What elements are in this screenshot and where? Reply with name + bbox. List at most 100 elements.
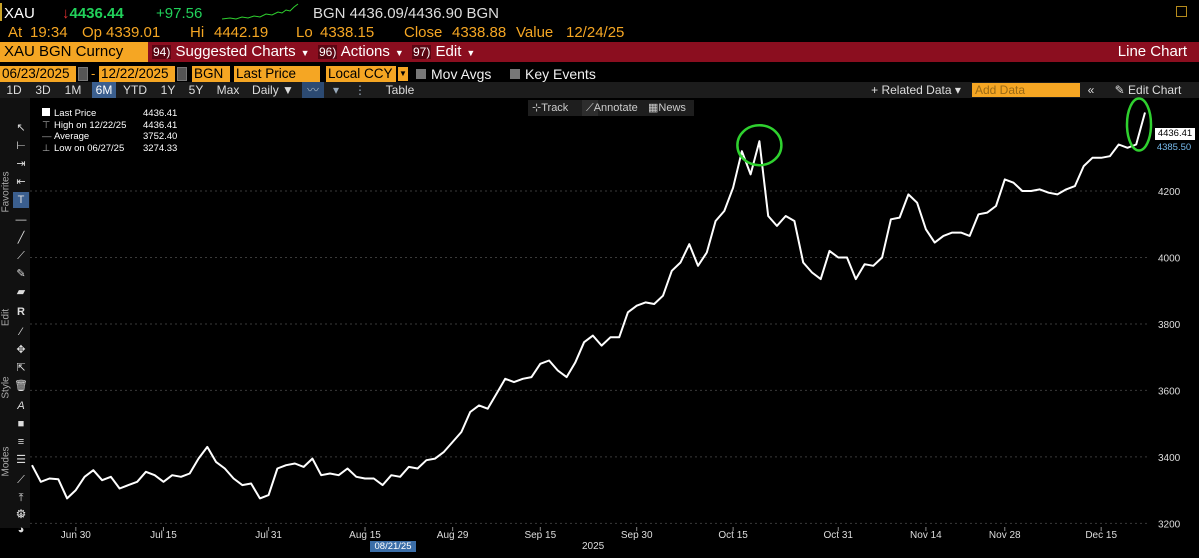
period-max[interactable]: Max (216, 83, 240, 97)
mov-avgs-label: Mov Avgs (431, 66, 492, 82)
suggested-charts-menu[interactable]: 94) Suggested Charts ▼ (152, 43, 310, 60)
key-events-checkbox[interactable] (510, 69, 520, 79)
legend-row-high: ⊤ High on 12/22/25 4436.41 (42, 119, 178, 131)
value-date-label: Value (516, 24, 554, 41)
caret-down-icon: ▼ (394, 48, 404, 58)
open-label: Op (82, 24, 103, 41)
low-value: 4338.15 (320, 24, 375, 41)
x-tick-label: Dec 15 (1085, 530, 1117, 541)
frequency-selector[interactable]: Daily ▼ (252, 83, 294, 97)
edit-menu[interactable]: 97) Edit ▼ (412, 43, 476, 60)
trash-icon[interactable]: 🗑 (14, 380, 28, 392)
period-1m[interactable]: 1M (64, 83, 82, 97)
year-label: 2025 (582, 541, 605, 552)
grid (30, 190, 1150, 524)
zoom-in-icon[interactable]: ⇥ (16, 158, 26, 170)
settings-gear-icon[interactable]: ⚙ (15, 507, 27, 521)
end-date-field[interactable]: 12/22/2025 (99, 66, 175, 82)
y-tick-label: 3400 (1158, 453, 1181, 464)
calendar-icon[interactable] (177, 67, 187, 81)
settings-caret-icon[interactable]: ⋮ (354, 83, 366, 97)
style-label: Style (0, 376, 12, 399)
magnet-icon[interactable]: ⤓ (18, 508, 24, 520)
caret-down-icon: ▼ (300, 48, 310, 58)
font-icon[interactable]: A (17, 400, 25, 412)
color-icon[interactable]: ■ (17, 418, 25, 430)
rectangle-icon[interactable]: ▰ (16, 286, 26, 298)
field-selector[interactable]: Last Price (234, 66, 320, 82)
title-bar: XAU BGN Curncy 94) Suggested Charts ▼ 96)… (0, 42, 1199, 62)
chart-type-caret-icon[interactable]: ▾ (332, 83, 340, 97)
period-1d[interactable]: 1D (6, 83, 22, 97)
line-style-icon[interactable]: ☰ (16, 454, 26, 466)
x-tick-label: Jun 30 (61, 530, 91, 541)
quote-header: XAU ↓4436.44 +97.56 BGN 4436.09/4436.90 … (0, 0, 1199, 42)
close-value: 4338.88 (452, 24, 507, 41)
security-field[interactable]: XAU BGN Curncy (0, 42, 148, 62)
calendar-icon[interactable] (78, 67, 88, 81)
collapse-icon[interactable]: « (1087, 83, 1095, 97)
trend-line-icon[interactable]: ╱ (17, 232, 25, 244)
line-weight-icon[interactable]: ≡ (17, 436, 25, 448)
mov-avgs-checkbox[interactable] (416, 69, 426, 79)
currency-selector[interactable]: Local CCY (326, 66, 396, 82)
crosshair-icon[interactable]: ⤒ (18, 492, 24, 504)
horizontal-line-icon[interactable]: — (15, 214, 27, 226)
y-tick-label: 3800 (1158, 320, 1181, 331)
pencil-icon[interactable]: ✎ (16, 268, 26, 280)
x-tick-label: Oct 15 (718, 530, 748, 541)
palette-icon[interactable]: ◕ (17, 524, 25, 536)
time-label: At (8, 24, 23, 41)
legend-row-low: ⊥ Low on 06/27/25 3274.33 (42, 142, 178, 154)
y-tick-label: 4200 (1158, 187, 1181, 198)
drawing-tools-rail: Favorites Edit Style Modes ↖ ⊢ ⇥ ⇤ T — ╱… (0, 98, 30, 536)
period-1y[interactable]: 1Y (160, 83, 176, 97)
annotate-button[interactable]: ⟋ Annotate (582, 100, 638, 116)
legend-row-average: — Average 3752.40 (42, 131, 178, 142)
zoom-out-icon[interactable]: ⇤ (16, 176, 26, 188)
ticker-symbol[interactable]: XAU (0, 3, 35, 22)
edit-label: Edit (0, 308, 12, 327)
period-6m[interactable]: 6M (92, 82, 116, 98)
caret-down-icon[interactable]: ▼ (398, 67, 408, 81)
time-value: 19:34 (30, 24, 68, 41)
move-icon[interactable]: ✥ (16, 344, 26, 356)
modes-label: Modes (0, 446, 12, 477)
settings-row: 06/23/2025 - 12/22/2025 BGN Last Price L… (0, 64, 1199, 82)
line-chart-icon[interactable]: 〰 (302, 82, 324, 98)
y-axis: 3200 3400 3600 3800 4000 4200 (1158, 187, 1181, 530)
actions-menu[interactable]: 96) Actions ▼ (318, 43, 404, 60)
y-tick-label: 3600 (1158, 386, 1181, 397)
open-value: 4339.01 (106, 24, 161, 41)
edit-chart-button[interactable]: ✎ Edit Chart (1114, 83, 1182, 97)
y-tick-label: 3200 (1158, 519, 1181, 530)
reset-icon[interactable]: R (17, 306, 25, 318)
caret-down-icon: ▼ (466, 48, 476, 58)
pointer-icon[interactable]: ↖ (16, 122, 26, 134)
last-price-tag: 4436.41 (1155, 128, 1195, 140)
highlight-circle (1125, 97, 1153, 152)
period-5y[interactable]: 5Y (188, 83, 204, 97)
eraser-icon[interactable]: ⟋ (17, 474, 25, 486)
table-button[interactable]: Table (385, 83, 415, 97)
x-tick-label: Sep 30 (621, 530, 653, 541)
select-icon[interactable]: ⇱ (16, 362, 26, 374)
chart-kind-label: Line Chart (1117, 43, 1187, 60)
annotate-icon[interactable]: ⊢ (16, 140, 26, 152)
add-data-input[interactable]: Add Data (972, 83, 1080, 97)
related-data-button[interactable]: + Related Data ▾ (871, 83, 961, 97)
period-ytd[interactable]: YTD (123, 83, 147, 97)
start-date-field[interactable]: 06/23/2025 (0, 66, 76, 82)
x-tick-label: Jul 15 (150, 530, 177, 541)
track-button[interactable]: ⊹ Track (532, 102, 569, 114)
ray-icon[interactable]: ⟋ (17, 250, 25, 262)
period-3d[interactable]: 3D (35, 83, 51, 97)
window-restore-icon[interactable] (1176, 6, 1187, 17)
source-field[interactable]: BGN (192, 66, 230, 82)
edit-pencil-icon[interactable]: ⁄ (20, 326, 22, 338)
news-button[interactable]: ▦ News (648, 102, 686, 114)
favorites-label: Favorites (0, 171, 12, 213)
x-tick-label: Sep 15 (524, 530, 556, 541)
text-icon[interactable]: T (13, 192, 29, 208)
highlight-circle (736, 123, 783, 167)
